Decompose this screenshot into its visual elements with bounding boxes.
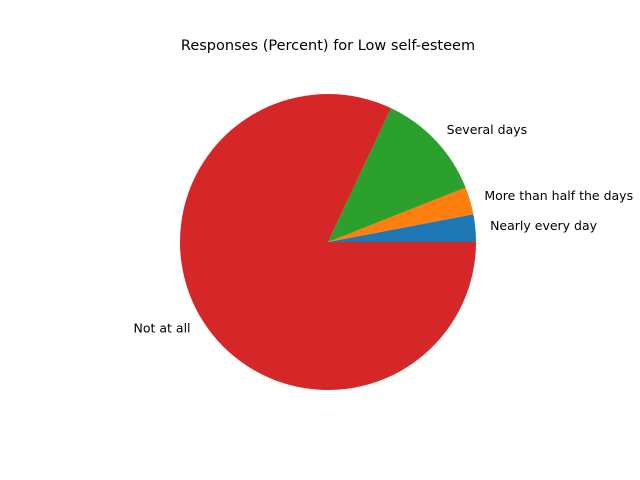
pie-label-more-than-half-the-days: More than half the days [484,188,633,203]
pie-label-nearly-every-day: Nearly every day [490,218,598,233]
pie-slice-several-days [328,108,466,242]
pie-slice-nearly-every-day [328,214,476,242]
pie-slice-not-at-all [179,94,476,391]
pie-labels: Nearly every day More than half the days S… [134,122,634,336]
pie-label-not-at-all: Not at all [134,321,191,336]
pie-slice-more-than-half-the-days [328,187,474,242]
pie-label-several-days: Several days [447,122,527,137]
chart-title: Responses (Percent) for Low self-esteem [181,38,475,54]
pie-slices [179,94,476,391]
